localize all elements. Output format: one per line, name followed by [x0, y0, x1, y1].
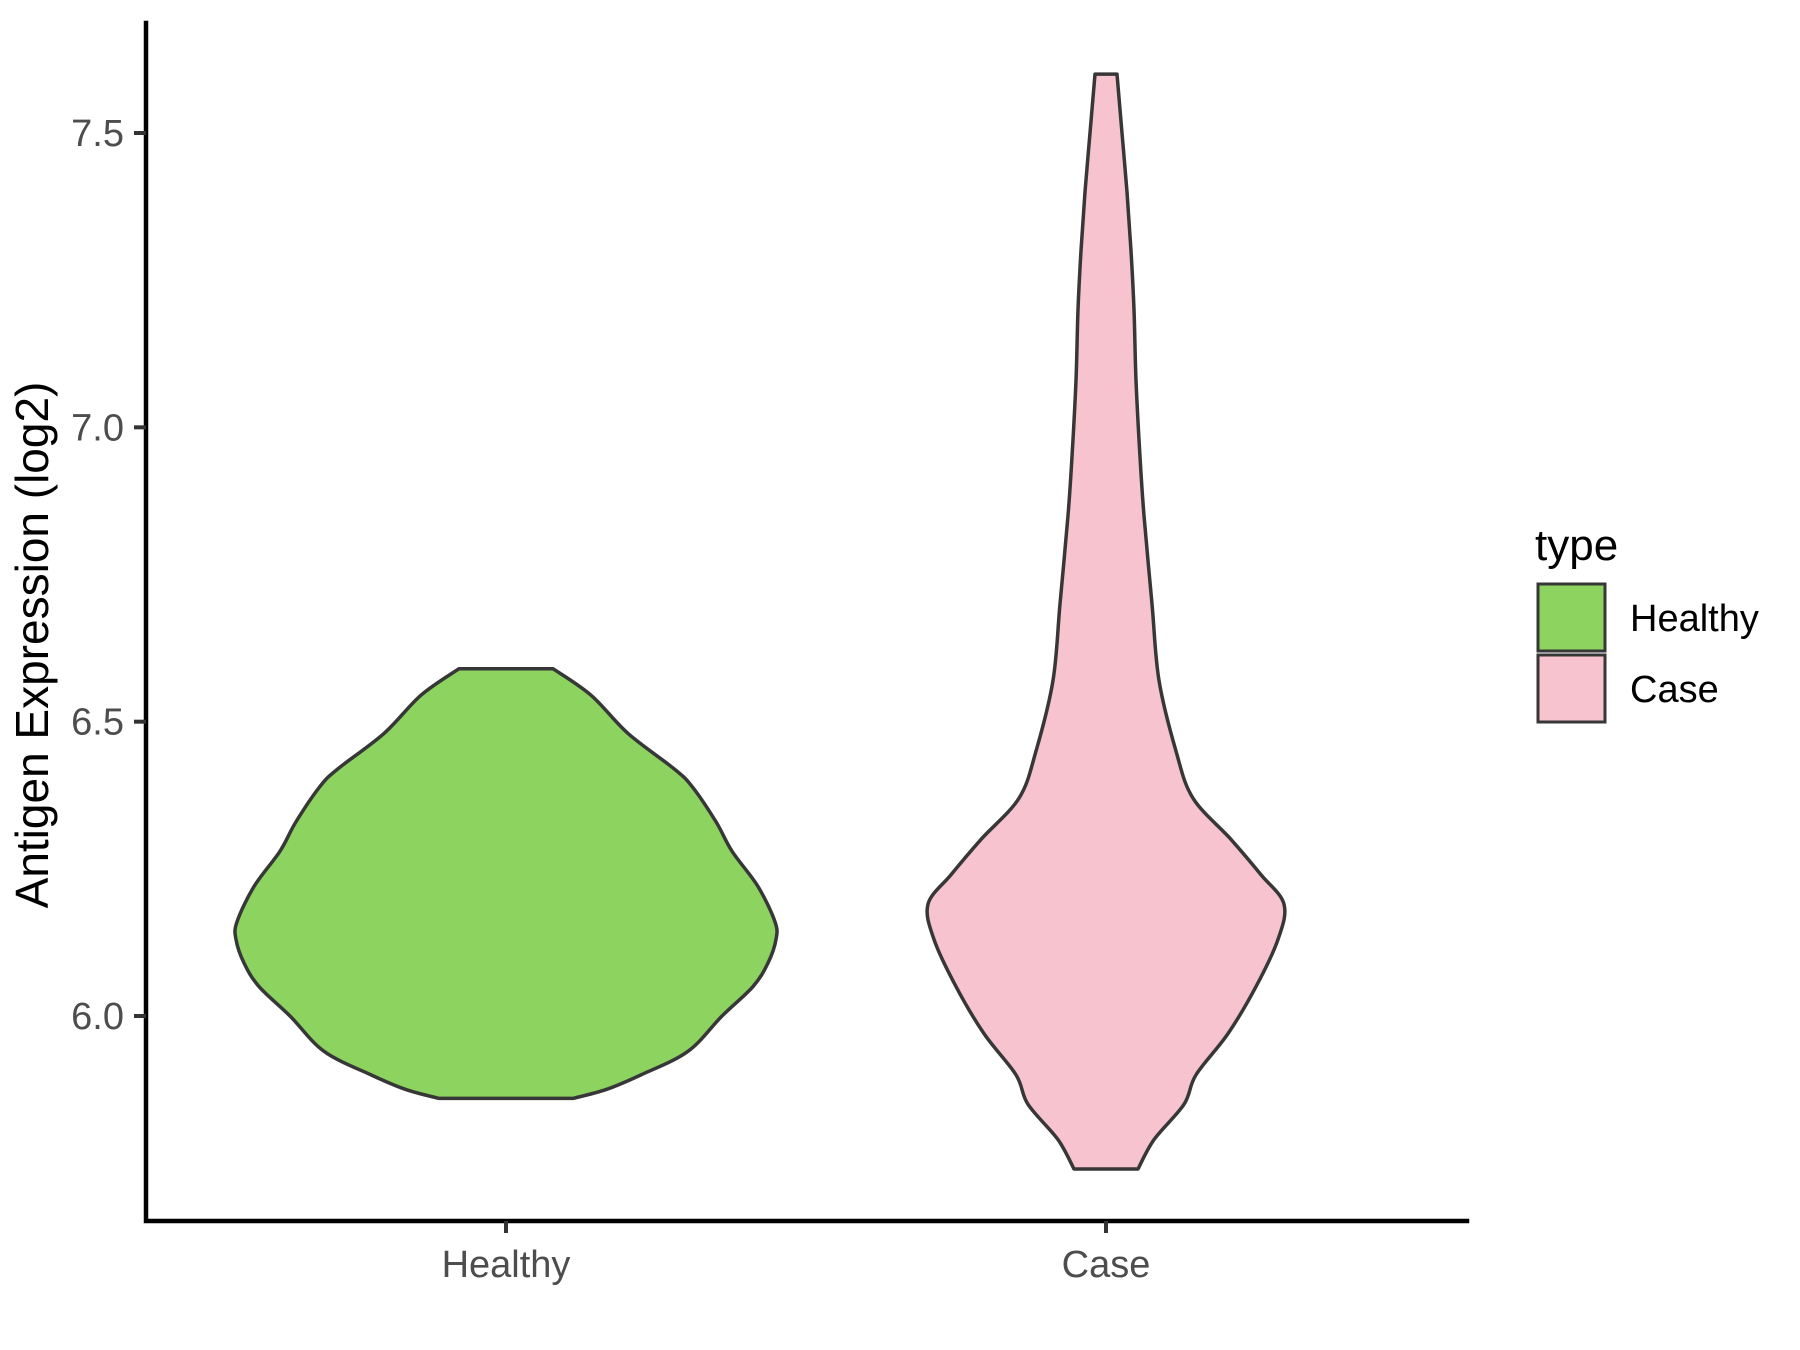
y-axis-title: Antigen Expression (log2) — [6, 382, 58, 909]
axis-lines — [143, 20, 1470, 1224]
y-tick-label: 6.0 — [71, 996, 124, 1038]
legend-title: type — [1535, 521, 1618, 570]
x-axis-ticks: Healthy Case — [442, 1221, 1151, 1286]
x-tick-label-healthy: Healthy — [442, 1244, 571, 1286]
y-axis-ticks: 7.5 7.0 6.5 6.0 — [71, 113, 146, 1038]
legend-swatch-healthy — [1536, 582, 1607, 653]
legend: type Healthy Case — [1535, 521, 1759, 724]
y-tick-label: 6.5 — [71, 702, 124, 744]
legend-label-healthy: Healthy — [1630, 598, 1759, 640]
legend-label-case: Case — [1630, 669, 1719, 711]
violin-healthy — [233, 666, 779, 1101]
legend-swatch-case — [1536, 653, 1607, 724]
x-tick-label-case: Case — [1062, 1244, 1151, 1286]
y-tick-label: 7.5 — [71, 113, 124, 155]
y-tick-label: 7.0 — [71, 407, 124, 449]
violin-case — [925, 72, 1287, 1171]
